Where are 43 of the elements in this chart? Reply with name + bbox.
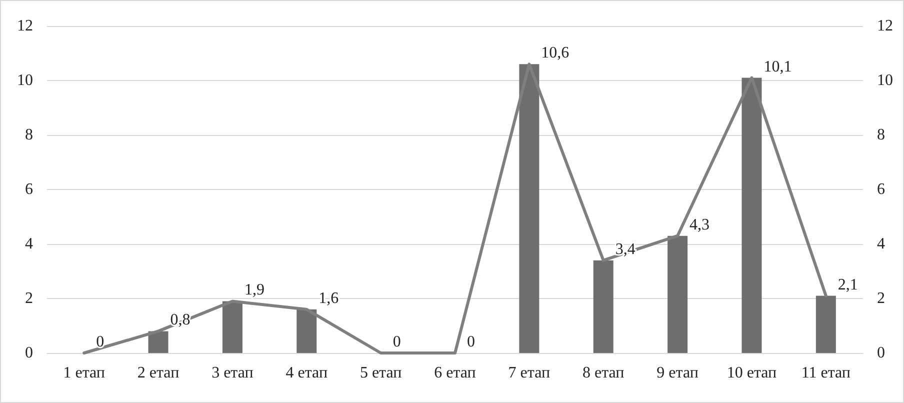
y2-tick-label: 8: [877, 126, 885, 144]
bar: [519, 64, 540, 353]
y-tick-label: 6: [25, 181, 33, 198]
x-tick-label: 9 етап: [656, 364, 699, 382]
data-label: 4,3: [690, 216, 710, 234]
bar: [593, 260, 614, 353]
x-tick-label: 7 етап: [508, 364, 550, 382]
data-label: 2,1: [838, 276, 858, 294]
x-tick-label: 3 етап: [212, 364, 254, 382]
bar: [222, 301, 242, 353]
bar: [148, 331, 168, 353]
data-label: 0: [392, 334, 401, 350]
bar: [296, 309, 317, 353]
y-tick-label: 2: [25, 290, 33, 307]
data-label: 10,6: [541, 44, 570, 62]
y2-tick-label: 6: [877, 181, 885, 198]
y2-tick-label: 0: [877, 344, 885, 362]
data-label: 10,1: [764, 58, 792, 76]
y2-tick-label: 10: [877, 72, 893, 89]
data-label: 0: [467, 334, 475, 350]
bar: [668, 236, 688, 353]
y2-tick-label: 2: [877, 290, 885, 307]
y2-tick-label: 4: [877, 236, 885, 252]
data-label: 0: [96, 334, 104, 350]
y-tick-label: 10: [17, 72, 33, 89]
data-label: 1,6: [318, 290, 339, 307]
y-tick-label: 4: [25, 236, 33, 252]
x-tick-label: 2 етап: [137, 364, 180, 382]
x-tick-label: 1 етап: [63, 364, 106, 382]
x-tick-label: 5 етап: [360, 364, 402, 382]
line-series: [82, 62, 828, 354]
x-tick-label: 11 етап: [801, 364, 851, 382]
y-tick-label: 8: [25, 126, 33, 144]
x-tick-label: 6 етап: [434, 364, 476, 382]
x-tick-label: 10 етап: [726, 364, 778, 382]
y2-tick-label: 12: [877, 18, 893, 34]
y-tick-label: 0: [25, 344, 33, 362]
x-tick-label: 4 етап: [286, 364, 328, 382]
y-tick-label: 12: [17, 18, 33, 34]
bar: [742, 78, 762, 353]
data-label: 1,9: [244, 282, 264, 299]
x-tick-label: 8 етап: [582, 364, 625, 382]
bar: [816, 296, 836, 353]
